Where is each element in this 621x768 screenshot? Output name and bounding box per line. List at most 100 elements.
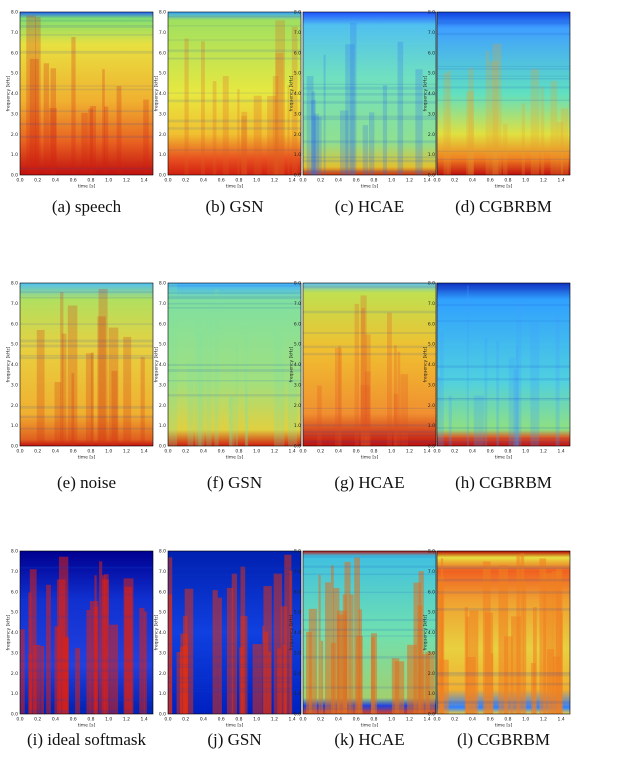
texture — [330, 642, 336, 714]
texture — [20, 415, 153, 418]
texture — [303, 159, 436, 163]
x-axis-label: time [s] — [226, 723, 244, 729]
texture — [93, 606, 99, 714]
y-tick-label: 0.0 — [428, 712, 435, 718]
y-tick-label: 7.0 — [159, 30, 166, 36]
texture — [28, 592, 32, 714]
caption: (i) ideal softmask — [27, 730, 146, 749]
y-tick-label: 5.0 — [159, 342, 166, 348]
texture — [109, 624, 119, 714]
spectrogram — [20, 283, 153, 446]
texture — [362, 125, 369, 175]
caption: (b) GSN — [205, 197, 263, 216]
texture — [168, 92, 301, 94]
texture — [123, 336, 132, 446]
texture — [437, 365, 570, 368]
y-tick-label: 3.0 — [159, 382, 166, 388]
plot-frame — [167, 11, 302, 176]
texture — [168, 127, 301, 130]
y-tick-label: 0.0 — [159, 173, 166, 179]
texture — [498, 564, 509, 714]
texture — [466, 285, 469, 446]
texture — [303, 83, 436, 85]
y-tick-label: 7.0 — [159, 569, 166, 575]
x-tick-label: 0.6 — [353, 717, 360, 723]
x-tick-label: 1.0 — [105, 717, 112, 723]
texture — [187, 361, 194, 446]
y-tick-label: 3.0 — [11, 650, 18, 656]
spectrogram — [168, 283, 301, 446]
y-tick-label: 2.0 — [159, 132, 166, 138]
texture — [337, 610, 348, 714]
x-tick-label: 0.6 — [353, 449, 360, 455]
texture — [303, 310, 436, 314]
x-tick-label: 0.4 — [200, 178, 207, 184]
y-tick-label: 5.0 — [11, 342, 18, 348]
y-tick-label: 2.0 — [428, 132, 435, 138]
y-tick-label: 7.0 — [428, 301, 435, 307]
panel: 0.0 1.0 2.0 3.0 4.0 5.0 6.0 7.0 8.0 0.0 0.2 0.4 0.6 0… — [6, 281, 154, 492]
x-tick-label: 0.6 — [70, 449, 77, 455]
plot-frame — [19, 550, 154, 715]
texture — [437, 591, 570, 594]
caption: (e) noise — [57, 473, 116, 492]
y-axis-label: frequency [kHz] — [423, 75, 429, 111]
texture — [168, 285, 301, 287]
texture — [168, 394, 301, 397]
texture — [516, 301, 522, 446]
y-tick-label: 8.0 — [11, 10, 18, 16]
texture — [484, 337, 488, 446]
x-tick-label: 0.2 — [317, 178, 324, 184]
x-tick-label: 0.0 — [433, 717, 440, 723]
texture — [263, 586, 272, 714]
texture — [394, 661, 405, 714]
caption: (g) HCAE — [334, 473, 404, 492]
texture — [291, 26, 298, 176]
texture — [303, 440, 436, 444]
texture — [20, 354, 153, 357]
x-tick-label: 0.0 — [16, 717, 23, 723]
panel: 0.0 1.0 2.0 3.0 4.0 5.0 6.0 7.0 8.0 0.0 0.2 0.4 0.6 0… — [6, 10, 154, 216]
texture — [35, 17, 41, 176]
panel: 0.0 1.0 2.0 3.0 4.0 5.0 6.0 7.0 8.0 0.0 0.2 0.4 0.6 0… — [6, 549, 154, 749]
x-tick-label: 0.4 — [469, 717, 476, 723]
texture — [168, 363, 301, 367]
x-tick-label: 0.2 — [182, 449, 189, 455]
texture — [303, 686, 436, 689]
y-tick-label: 8.0 — [159, 10, 166, 16]
x-tick-label: 0.4 — [52, 449, 59, 455]
y-tick-label: 2.0 — [428, 671, 435, 677]
y-tick-label: 6.0 — [294, 50, 301, 56]
texture — [306, 75, 314, 175]
texture — [394, 345, 397, 446]
y-tick-label: 5.0 — [11, 610, 18, 616]
y-tick-label: 1.0 — [11, 691, 18, 697]
y-tick-label: 0.0 — [159, 712, 166, 718]
texture — [350, 22, 357, 175]
texture — [415, 69, 423, 175]
x-tick-label: 0.2 — [182, 178, 189, 184]
x-tick-label: 0.2 — [451, 449, 458, 455]
texture — [468, 67, 474, 175]
spectrogram — [303, 12, 436, 175]
texture — [20, 710, 153, 714]
texture — [556, 122, 564, 175]
texture — [437, 32, 570, 36]
y-tick-label: 1.0 — [428, 423, 435, 429]
texture — [354, 557, 361, 714]
texture — [437, 377, 570, 381]
x-axis-label: time [s] — [78, 455, 96, 461]
texture — [382, 85, 388, 175]
texture — [340, 110, 349, 175]
texture — [274, 332, 283, 446]
texture — [325, 582, 331, 714]
x-tick-label: 0.0 — [299, 449, 306, 455]
y-tick-label: 7.0 — [294, 301, 301, 307]
y-axis-label: frequency [kHz] — [289, 75, 295, 111]
texture — [60, 292, 64, 446]
texture — [20, 629, 25, 714]
x-tick-label: 1.0 — [105, 178, 112, 184]
texture — [345, 44, 355, 175]
texture — [98, 288, 108, 446]
x-tick-label: 0.4 — [335, 449, 342, 455]
